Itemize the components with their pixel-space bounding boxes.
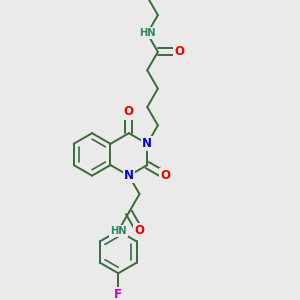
Text: O: O — [124, 106, 134, 118]
Text: HN: HN — [139, 28, 156, 38]
Text: O: O — [160, 169, 171, 182]
Text: F: F — [114, 288, 122, 300]
Text: N: N — [142, 137, 152, 150]
Text: O: O — [134, 224, 145, 237]
Text: N: N — [124, 169, 134, 182]
Text: HN: HN — [110, 226, 127, 236]
Text: O: O — [174, 45, 184, 58]
